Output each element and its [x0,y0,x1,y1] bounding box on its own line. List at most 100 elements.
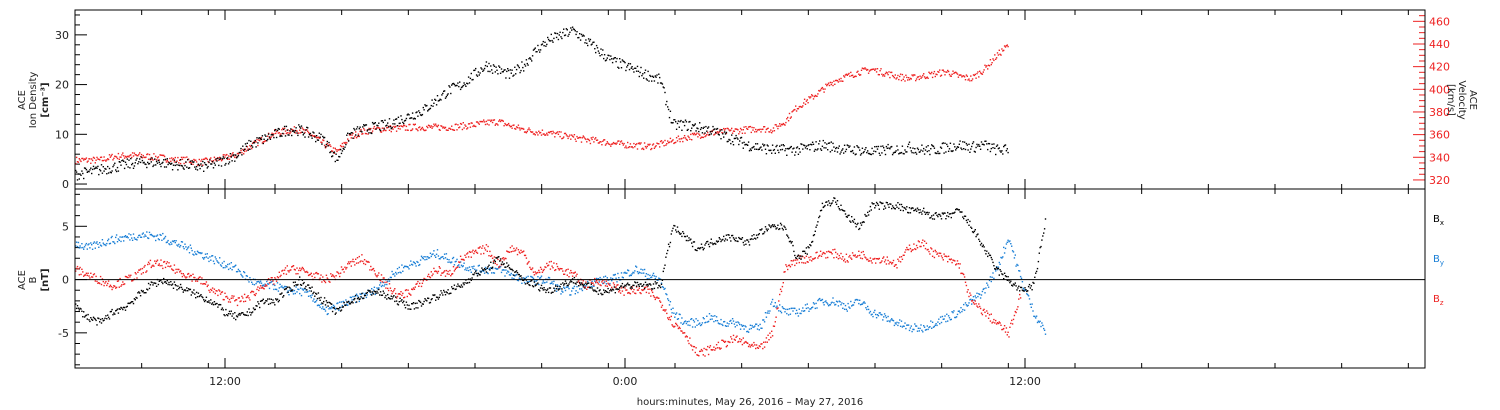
data-point [297,132,299,134]
data-point [85,272,88,274]
data-point [103,156,105,158]
data-point [138,161,140,163]
data-point [288,286,290,288]
data-point [965,142,968,145]
data-point [492,272,495,274]
data-point [559,31,561,33]
data-point [430,104,432,107]
data-point [722,133,724,135]
data-point [731,141,734,143]
data-point [713,320,715,323]
data-point [151,234,153,237]
data-point [682,323,684,325]
data-point [903,76,905,78]
data-point [969,80,971,82]
field-tick-label: 0 [62,274,69,287]
data-point [993,277,995,280]
data-point [391,270,393,273]
data-point [446,94,448,96]
data-point [805,100,808,102]
data-point [161,281,163,283]
data-point [679,327,681,330]
data-point [289,289,291,291]
velocity-tick-label: 360 [1429,129,1450,142]
data-point [947,70,950,73]
data-point [470,72,472,75]
data-point [906,246,908,249]
density-velocity-series [75,26,1009,181]
data-point [255,141,257,143]
data-point [692,133,695,136]
data-point [613,274,616,276]
data-point [357,135,360,137]
data-point [893,324,896,327]
data-point [532,277,535,280]
data-point [882,75,884,77]
data-point [810,308,812,310]
data-point [753,127,755,129]
data-point [888,263,890,265]
data-point [611,143,613,145]
data-point [996,322,999,324]
data-point [366,130,368,132]
data-point [234,160,236,162]
data-point [532,133,535,135]
data-point [76,179,79,181]
data-point [524,131,527,133]
data-point [642,147,644,149]
data-point [179,283,182,286]
data-point [523,128,525,130]
data-point [843,303,845,305]
data-point [990,313,992,315]
data-point [155,239,157,242]
data-point [681,317,683,319]
data-point [633,272,635,274]
data-point [390,276,392,279]
field-series [75,197,1047,357]
data-point [401,118,403,121]
data-point [231,315,233,317]
data-point [799,105,801,108]
data-point [639,272,641,274]
data-point [605,280,608,282]
data-point [172,240,175,243]
data-point [907,145,909,148]
data-point [599,55,601,57]
data-point [893,151,896,154]
data-point [483,119,485,121]
data-point [706,349,708,351]
data-point [371,288,373,290]
data-point [83,316,86,318]
data-point [576,273,578,275]
data-point [123,167,126,170]
data-point [355,137,358,139]
data-point [318,137,320,139]
data-point [467,83,469,85]
data-point [749,148,752,150]
data-point [110,236,112,239]
data-point [371,121,374,124]
data-point [652,143,655,145]
data-point [268,298,271,300]
data-point [169,265,171,268]
data-point [106,284,108,287]
data-point [959,311,961,314]
data-point [946,313,948,315]
data-point [735,134,737,137]
data-point [941,257,944,259]
data-point [452,287,455,290]
data-point [456,84,458,87]
data-point [733,130,736,132]
data-point [362,126,364,128]
data-point [880,68,882,70]
data-point [639,71,641,74]
data-point [124,235,127,237]
data-point [347,304,349,306]
data-point [621,276,624,278]
data-point [225,154,227,156]
data-point [533,133,536,135]
data-point [205,296,208,298]
data-point [831,81,833,84]
data-point [383,277,385,279]
data-point [454,85,456,87]
